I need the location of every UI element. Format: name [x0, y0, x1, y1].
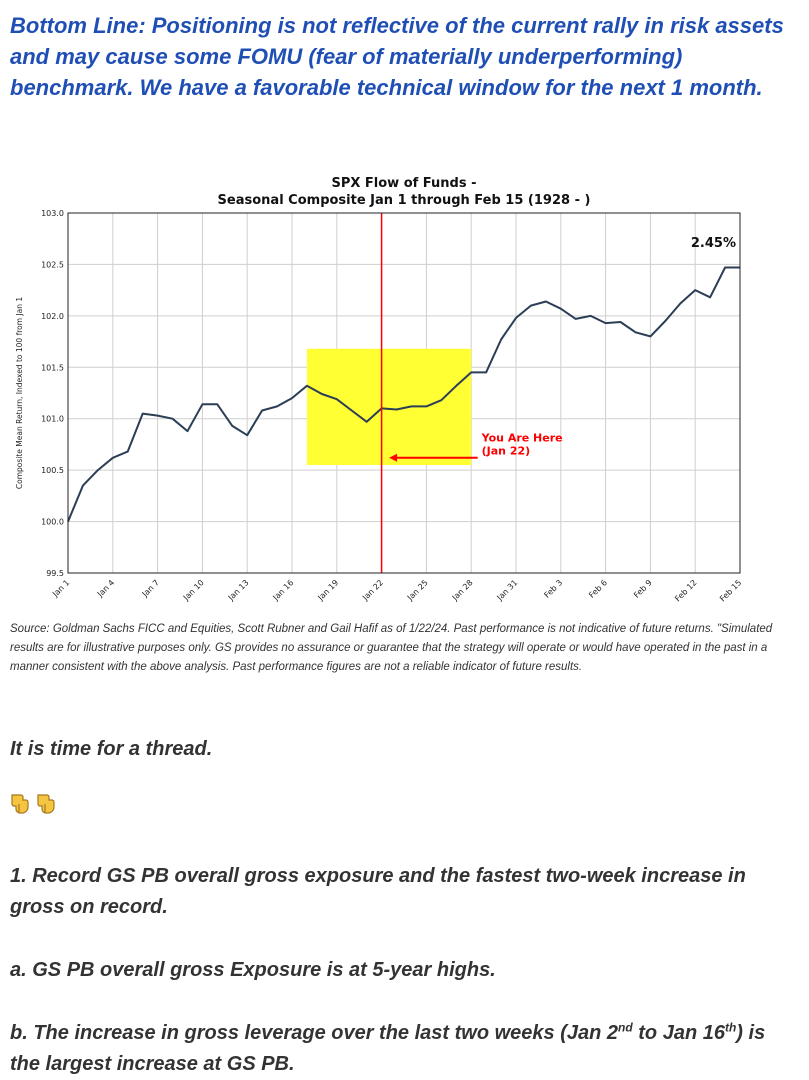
y-tick-label: 101.0 [41, 415, 64, 424]
item-b-part1: b. The increase in gross leverage over t… [10, 1022, 619, 1044]
annotation-line2: (Jan 22) [482, 445, 531, 458]
y-tick-label: 100.0 [41, 518, 64, 527]
chart-svg: SPX Flow of Funds - Seasonal Composite Ja… [15, 176, 743, 603]
x-tick-label: Jan 25 [405, 578, 430, 603]
backhand-index-pointing-down-icon [37, 794, 55, 814]
annotation-line1: You Are Here [481, 432, 563, 445]
y-tick-label: 100.5 [41, 466, 64, 475]
y-tick-label: 102.5 [41, 260, 64, 269]
x-tick-label: Jan 7 [140, 578, 161, 599]
item-b-sup2: th [724, 1020, 737, 1035]
item-b-sup1: nd [618, 1020, 633, 1035]
source-note: Source: Goldman Sachs FICC and Equities,… [10, 623, 773, 673]
item-b: b. The increase in gross leverage over t… [10, 1018, 790, 1080]
backhand-index-pointing-down-icon [11, 794, 29, 814]
emoji-row [10, 793, 56, 815]
annotation-arrow-head [389, 453, 398, 462]
chart-title-line1: SPX Flow of Funds - [331, 176, 476, 191]
spx-flow-of-funds-chart: SPX Flow of Funds - Seasonal Composite Ja… [0, 165, 809, 625]
x-tick-label: Jan 4 [95, 578, 116, 599]
x-tick-label: Feb 15 [718, 578, 743, 603]
x-tick-label: Jan 10 [181, 578, 206, 603]
series-line [67, 266, 740, 522]
y-tick-label: 102.0 [41, 312, 64, 321]
x-tick-label: Jan 22 [360, 578, 385, 603]
x-tick-label: Feb 12 [673, 578, 698, 603]
x-tick-label: Jan 16 [271, 578, 296, 603]
x-tick-label: Jan 1 [50, 578, 71, 599]
x-tick-label: Jan 13 [226, 578, 251, 603]
highlight-window [306, 348, 472, 465]
item-1: 1. Record GS PB overall gross exposure a… [10, 865, 746, 918]
x-tick-label: Jan 31 [495, 578, 520, 603]
item-b-part3: ) is the largest increase at GS PB. [10, 1022, 766, 1075]
y-axis-label: Composite Mean Return, Indexed to 100 fr… [15, 297, 24, 489]
item-a: a. GS PB overall gross Exposure is at 5-… [10, 959, 496, 981]
x-tick-label: Jan 28 [450, 578, 475, 603]
y-tick-label: 101.5 [41, 363, 64, 372]
plot-frame [67, 212, 741, 574]
headline: Bottom Line: Positioning is not reflecti… [10, 13, 784, 100]
x-tick-label: Feb 6 [587, 578, 609, 600]
y-tick-label: 103.0 [41, 209, 64, 218]
chart-title-line2: Seasonal Composite Jan 1 through Feb 15 … [218, 193, 591, 208]
x-tick-label: Jan 19 [315, 578, 340, 603]
x-tick-label: Feb 9 [632, 578, 654, 600]
y-tick-label: 99.5 [46, 569, 64, 578]
x-tick-label: Feb 3 [542, 578, 564, 600]
end-value-label: 2.45% [691, 236, 736, 251]
thread-line: It is time for a thread. [10, 738, 213, 760]
item-b-part2: to Jan 16 [632, 1022, 725, 1044]
